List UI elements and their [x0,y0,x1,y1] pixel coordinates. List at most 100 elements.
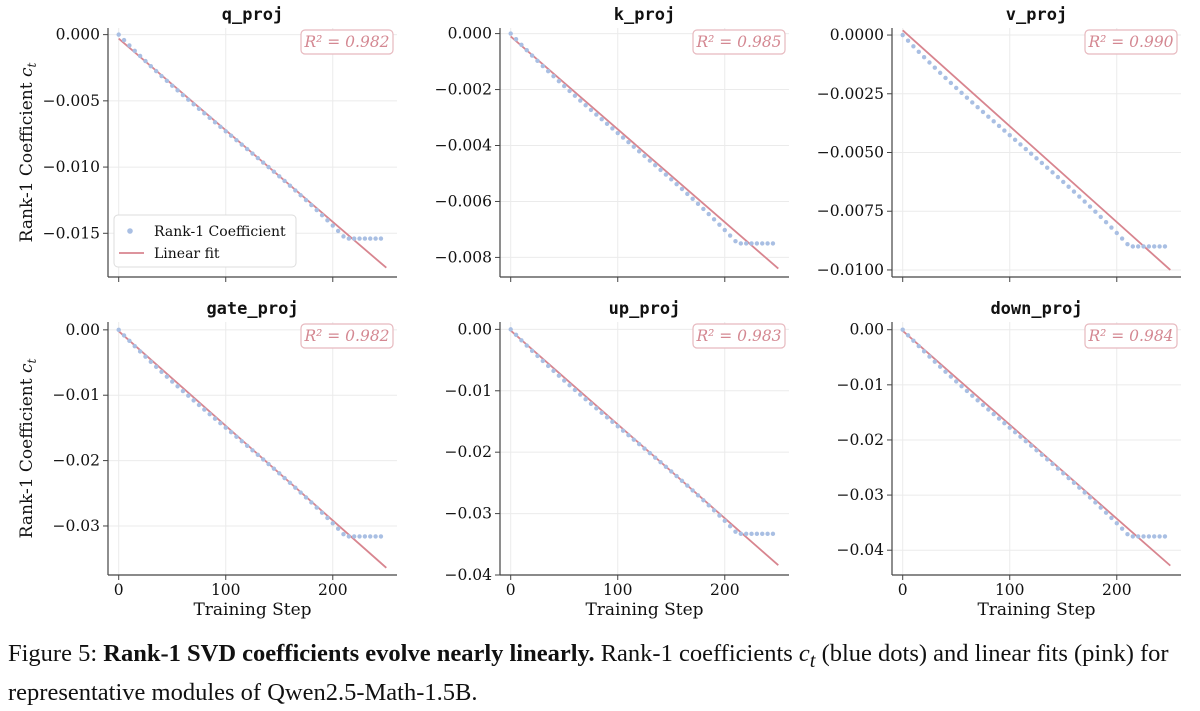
data-point [234,434,239,439]
data-point [1061,471,1066,476]
data-point [658,460,663,465]
data-point [271,466,277,471]
data-point [911,338,916,343]
data-point [674,473,679,479]
data-point [754,241,760,246]
y-tick-label: −0.015 [43,224,100,242]
y-tick-label: 0.000 [56,26,100,44]
data-point [562,378,567,383]
data-point [239,439,244,444]
data-point [1125,531,1130,537]
data-point [921,349,927,354]
data-point [1119,526,1125,531]
data-point [663,464,669,469]
x-tick-label: 0 [114,581,124,599]
data-point [540,63,546,69]
data-point [282,475,287,481]
data-point [143,354,148,359]
data-point [620,135,626,140]
panel-k_proj: 0.000 −0.002 −0.004 −0.006 −0.008 k_proj R² = … [435,5,789,282]
data-point [153,68,159,74]
data-point [207,411,212,417]
r2-box [1084,323,1178,349]
data-point [191,398,196,403]
data-point [1093,500,1098,505]
data-point [1012,137,1018,143]
data-point [239,142,244,147]
x-axis-label: Training Step [977,600,1095,620]
data-point [137,349,143,354]
data-point [1050,170,1055,175]
data-point [959,384,964,389]
data-point [905,333,911,338]
data-point [250,151,255,156]
data-point [127,338,132,344]
data-point [695,201,701,207]
data-point [1028,151,1034,156]
data-point [282,178,287,184]
data-point [551,73,556,79]
data-point [594,112,599,117]
data-point [540,358,546,364]
x-tick-label: 100 [995,581,1025,599]
data-point [954,85,959,91]
data-point [743,241,749,246]
data-point [153,364,159,370]
data-point [202,111,207,116]
data-point [132,344,137,349]
data-point [127,43,132,48]
data-point [911,44,916,49]
data-point [1028,443,1034,448]
data-point [529,53,535,58]
data-point [1055,174,1061,180]
data-point [261,160,266,165]
data-point [513,332,519,338]
data-point [556,78,562,84]
data-point [309,500,314,505]
data-point [508,31,513,36]
data-point [1141,534,1146,539]
data-point [325,218,330,223]
data-point [610,126,615,131]
data-point [738,531,744,537]
r2-label: R² = 0.982 [303,327,389,345]
data-point [770,531,776,537]
r2-box [692,323,786,349]
data-point [717,222,722,227]
data-point [319,510,325,515]
data-point [626,432,631,438]
y-tick-label: −0.006 [435,192,492,210]
data-point [223,425,228,430]
data-point [234,137,239,143]
data-point [642,446,647,451]
data-point [986,407,991,412]
data-point [738,241,744,246]
data-point [148,63,154,69]
data-point [556,373,562,378]
x-tick-label: 0 [898,581,908,599]
data-point [706,503,711,508]
data-point [991,119,996,124]
r2-label: R² = 0.990 [1087,33,1173,51]
data-point [572,387,578,393]
y-axis-label-text: Rank-1 Coefficient [17,77,37,242]
data-point [1162,244,1168,249]
data-point [218,124,223,130]
data-point [674,181,679,187]
y-tick-label: −0.010 [43,158,100,176]
y-tick-label: 0.0000 [830,26,884,44]
data-point [277,471,282,476]
data-point [362,534,368,539]
data-point [701,498,706,503]
data-point [293,485,298,490]
data-point [545,68,551,74]
data-point [255,452,261,458]
panel-title: k_proj [614,5,675,25]
y-tick-label: −0.004 [435,137,492,155]
data-point [943,75,948,81]
data-point [1087,495,1093,500]
data-point [583,103,588,108]
data-point [996,123,1002,129]
data-point [991,411,996,417]
data-point [1055,466,1061,471]
